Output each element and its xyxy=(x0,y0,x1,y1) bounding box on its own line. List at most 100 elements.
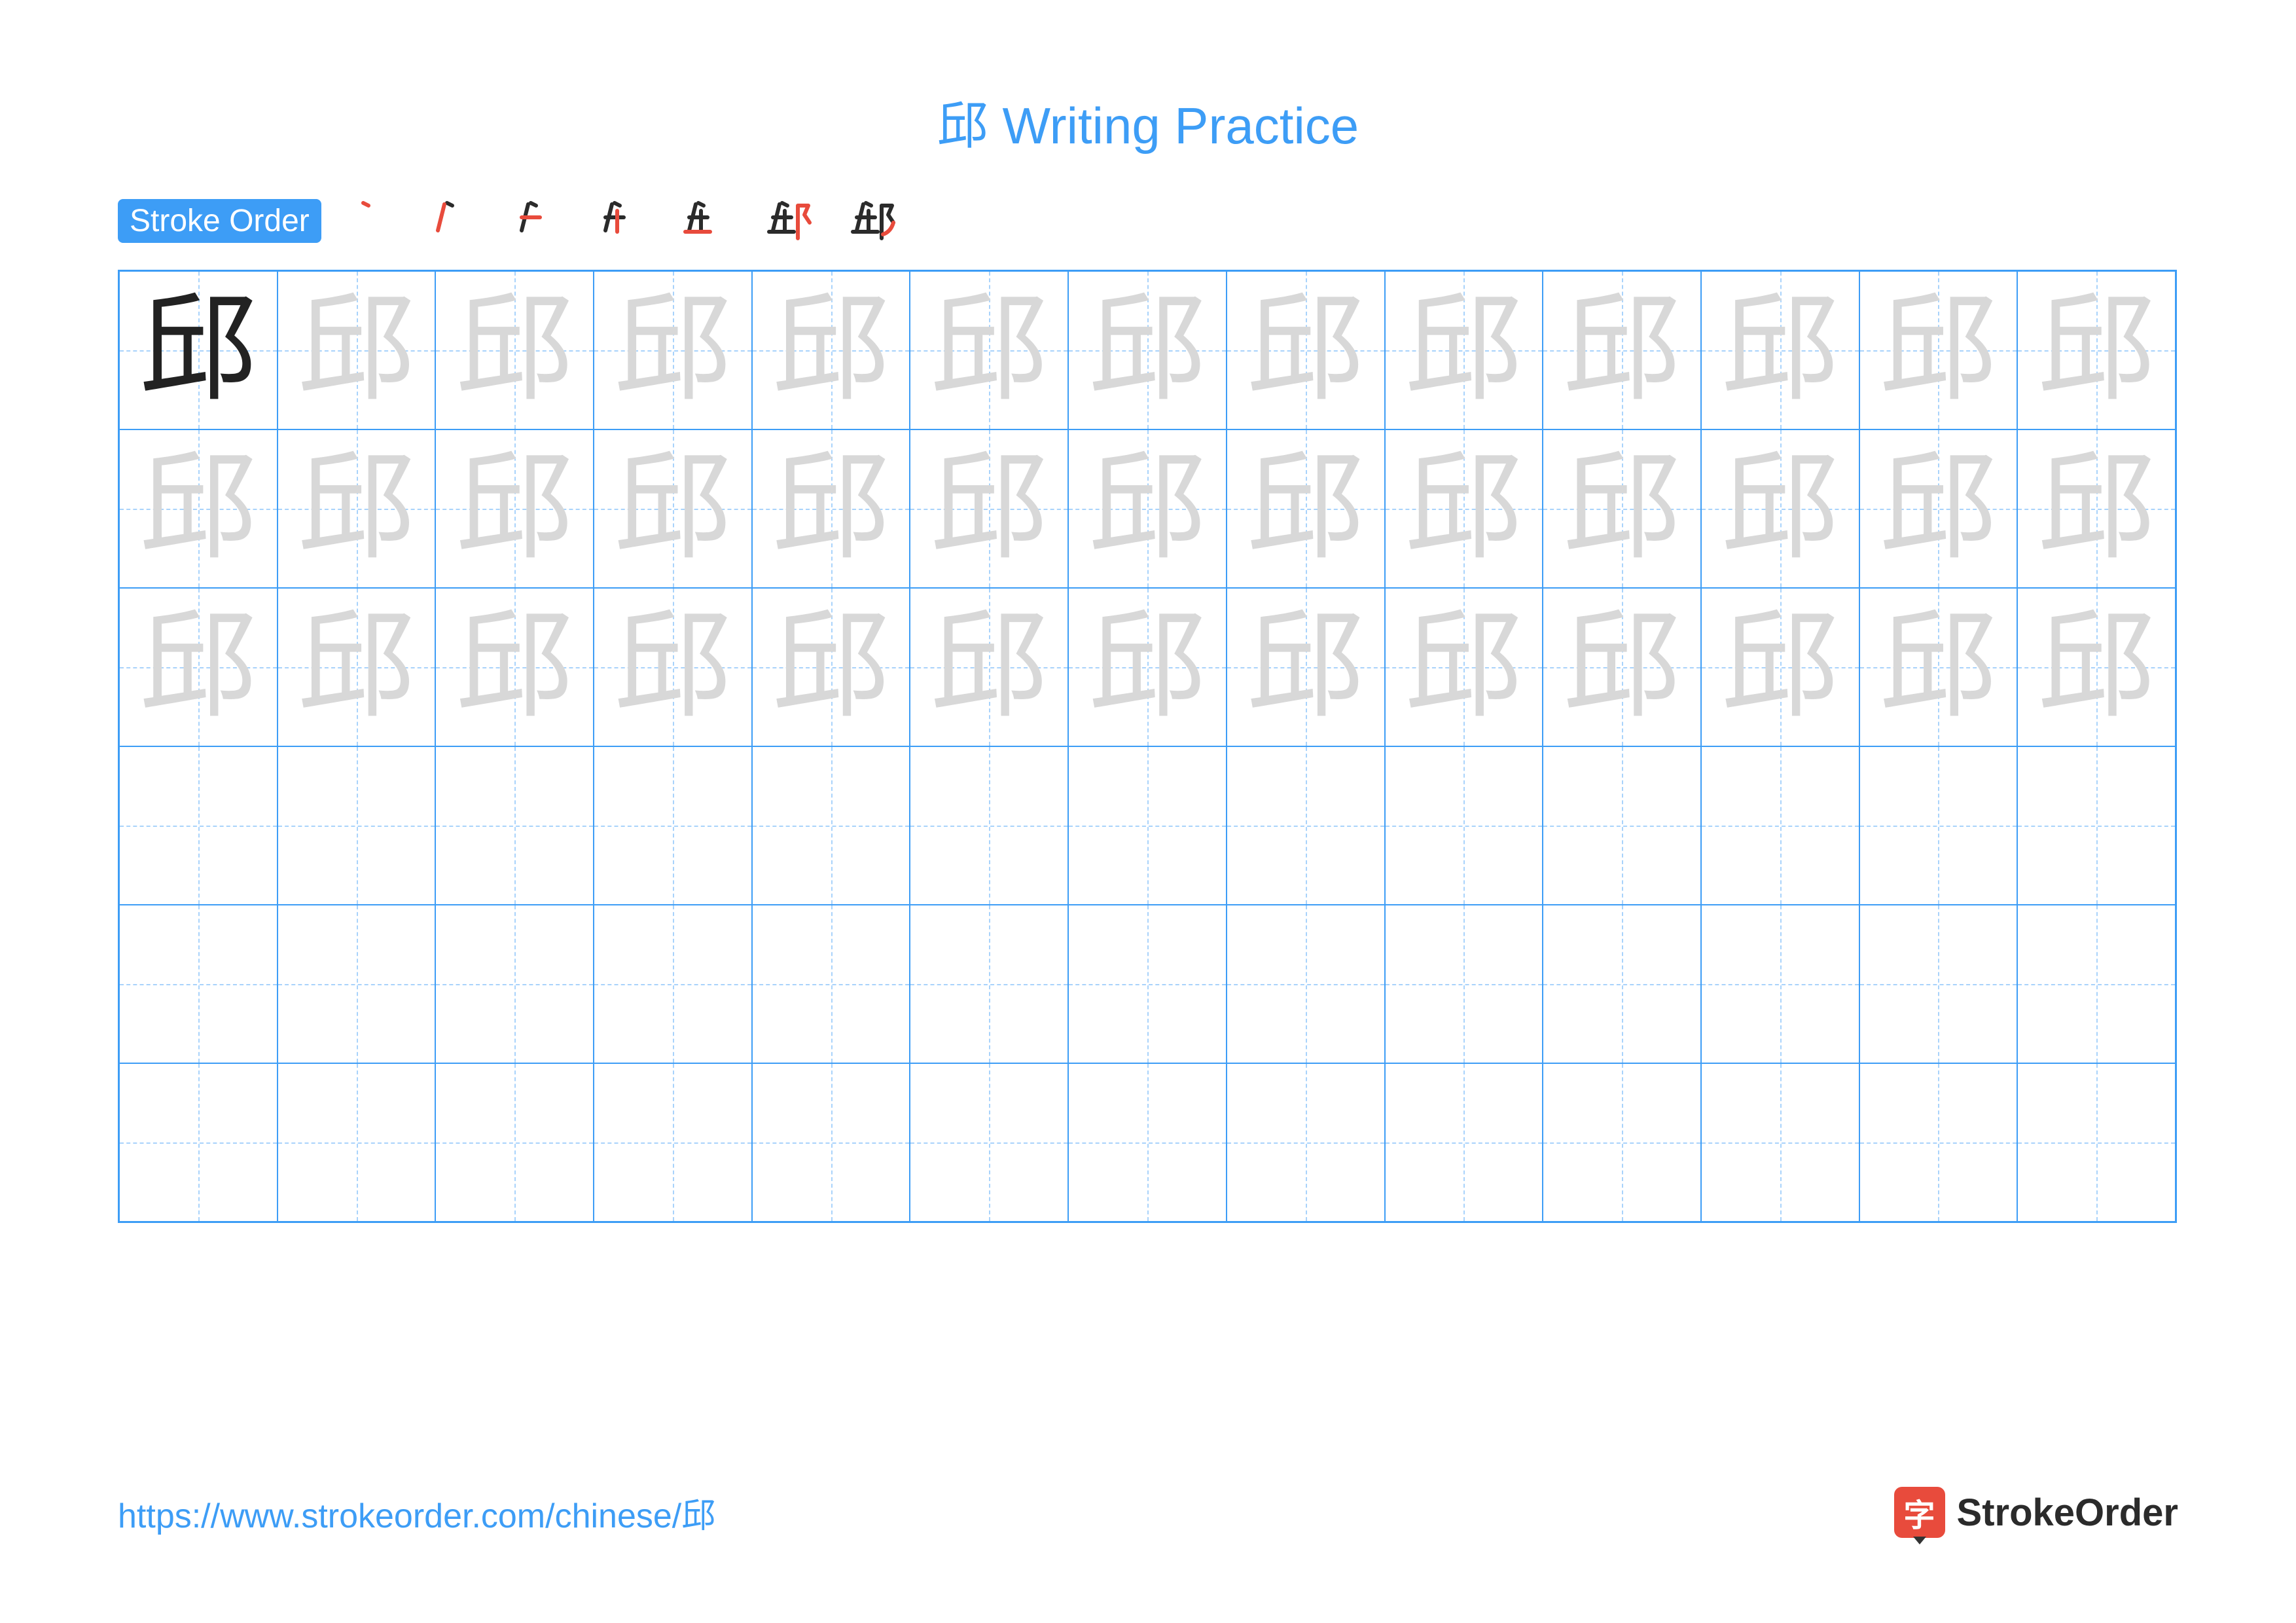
source-url: https://www.strokeorder.com/chinese/邱 xyxy=(118,1488,715,1537)
grid-cell: 邱 xyxy=(119,429,278,588)
grid-cell: 邱 xyxy=(594,588,752,746)
trace-character: 邱 xyxy=(614,450,732,568)
trace-character: 邱 xyxy=(1247,291,1365,409)
grid-cell xyxy=(278,1063,436,1222)
stroke-order-steps xyxy=(341,191,903,250)
trace-character: 邱 xyxy=(2037,291,2155,409)
stroke-order-row: Stroke Order xyxy=(118,191,2178,250)
trace-character: 邱 xyxy=(614,291,732,409)
trace-character: 邱 xyxy=(1088,608,1206,726)
grid-cell xyxy=(119,905,278,1063)
grid-cell: 邱 xyxy=(752,271,910,429)
grid-cell xyxy=(1068,1063,1227,1222)
grid-cell: 邱 xyxy=(1859,588,2018,746)
grid-cell: 邱 xyxy=(1543,588,1701,746)
grid-cell xyxy=(910,1063,1068,1222)
grid-cell xyxy=(594,905,752,1063)
grid-cell: 邱 xyxy=(594,271,752,429)
grid-cell: 邱 xyxy=(435,588,594,746)
grid-cell xyxy=(1385,746,1543,905)
trace-character: 邱 xyxy=(298,450,416,568)
grid-cell xyxy=(1543,1063,1701,1222)
trace-character: 邱 xyxy=(1879,291,1997,409)
grid-cell xyxy=(278,746,436,905)
grid-cell: 邱 xyxy=(1701,429,1859,588)
logo-icon: 字 xyxy=(1894,1487,1945,1538)
logo-text: StrokeOrder xyxy=(1957,1491,2178,1535)
grid-cell: 邱 xyxy=(1859,271,2018,429)
grid-cell xyxy=(2017,746,2176,905)
grid-cell: 邱 xyxy=(435,429,594,588)
trace-character: 邱 xyxy=(772,450,890,568)
trace-character: 邱 xyxy=(1088,291,1206,409)
grid-cell: 邱 xyxy=(119,588,278,746)
trace-character: 邱 xyxy=(1247,450,1365,568)
trace-character: 邱 xyxy=(1721,608,1839,726)
stroke-step-2 xyxy=(425,191,484,250)
grid-cell: 邱 xyxy=(1227,429,1385,588)
grid-cell xyxy=(752,1063,910,1222)
grid-cell: 邱 xyxy=(1385,271,1543,429)
grid-cell xyxy=(2017,1063,2176,1222)
trace-character: 邱 xyxy=(298,608,416,726)
trace-character: 邱 xyxy=(1879,608,1997,726)
worksheet-page: 邱 Writing Practice Stroke Order 邱邱邱邱邱邱邱邱… xyxy=(0,0,2296,1623)
grid-cell xyxy=(278,905,436,1063)
grid-cell xyxy=(594,1063,752,1222)
grid-cell: 邱 xyxy=(1859,429,2018,588)
trace-character: 邱 xyxy=(456,291,573,409)
grid-cell xyxy=(1068,746,1227,905)
grid-cell: 邱 xyxy=(1701,271,1859,429)
grid-cell xyxy=(435,1063,594,1222)
grid-cell xyxy=(1859,746,2018,905)
grid-cell xyxy=(435,746,594,905)
trace-character: 邱 xyxy=(1405,291,1522,409)
grid-cell: 邱 xyxy=(278,588,436,746)
grid-cell xyxy=(1859,905,2018,1063)
grid-cell xyxy=(1227,746,1385,905)
stroke-step-1 xyxy=(341,191,400,250)
grid-cell xyxy=(1385,1063,1543,1222)
practice-grid: 邱邱邱邱邱邱邱邱邱邱邱邱邱邱邱邱邱邱邱邱邱邱邱邱邱邱邱邱邱邱邱邱邱邱邱邱邱邱邱 xyxy=(118,270,2177,1223)
grid-cell xyxy=(119,1063,278,1222)
grid-cell: 邱 xyxy=(594,429,752,588)
trace-character: 邱 xyxy=(456,450,573,568)
grid-cell: 邱 xyxy=(1068,588,1227,746)
stroke-step-5 xyxy=(676,191,735,250)
trace-character: 邱 xyxy=(298,291,416,409)
grid-cell: 邱 xyxy=(1701,588,1859,746)
trace-character: 邱 xyxy=(1721,291,1839,409)
trace-character: 邱 xyxy=(930,608,1048,726)
grid-cell: 邱 xyxy=(1385,429,1543,588)
trace-character: 邱 xyxy=(1563,608,1681,726)
grid-cell: 邱 xyxy=(1385,588,1543,746)
trace-character: 邱 xyxy=(456,608,573,726)
grid-cell xyxy=(910,746,1068,905)
trace-character: 邱 xyxy=(1721,450,1839,568)
grid-cell xyxy=(1859,1063,2018,1222)
grid-cell: 邱 xyxy=(2017,588,2176,746)
grid-cell xyxy=(752,746,910,905)
grid-cell xyxy=(594,746,752,905)
grid-cell xyxy=(435,905,594,1063)
grid-cell xyxy=(2017,905,2176,1063)
grid-cell: 邱 xyxy=(435,271,594,429)
grid-cell: 邱 xyxy=(910,429,1068,588)
grid-cell: 邱 xyxy=(278,429,436,588)
grid-cell xyxy=(1701,905,1859,1063)
grid-cell: 邱 xyxy=(910,588,1068,746)
stroke-step-4 xyxy=(592,191,651,250)
grid-cell xyxy=(119,746,278,905)
trace-character: 邱 xyxy=(930,291,1048,409)
grid-cell xyxy=(1385,905,1543,1063)
grid-cell: 邱 xyxy=(1227,588,1385,746)
trace-character: 邱 xyxy=(1088,450,1206,568)
model-character: 邱 xyxy=(139,291,257,409)
trace-character: 邱 xyxy=(930,450,1048,568)
grid-cell xyxy=(752,905,910,1063)
trace-character: 邱 xyxy=(139,450,257,568)
grid-cell: 邱 xyxy=(1543,271,1701,429)
trace-character: 邱 xyxy=(1879,450,1997,568)
trace-character: 邱 xyxy=(1247,608,1365,726)
grid-cell: 邱 xyxy=(119,271,278,429)
